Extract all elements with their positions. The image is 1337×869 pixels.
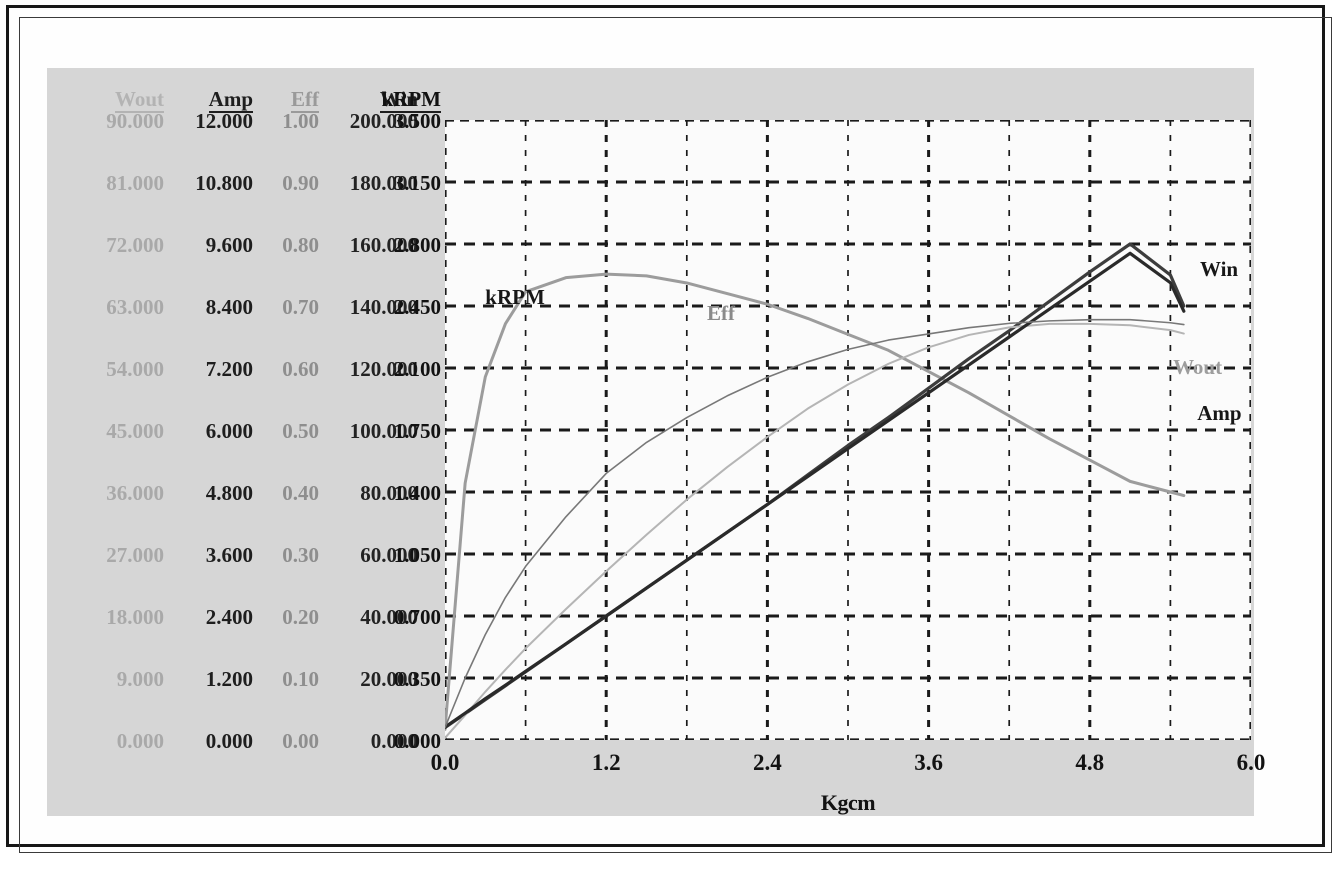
axis-table-cell: 1.750 bbox=[393, 419, 441, 443]
axis-table-cell: 3.500 bbox=[393, 109, 441, 133]
axis-table-header-win: Win bbox=[322, 87, 418, 113]
axis-table-cell: 2.450 bbox=[393, 295, 441, 319]
axis-table-cell: 0.00 bbox=[282, 729, 319, 753]
axis-table-cell: 180.000 bbox=[349, 171, 418, 195]
axis-table-cell: 100.000 bbox=[349, 419, 418, 443]
axis-table-cell: 160.000 bbox=[349, 233, 418, 257]
axis-table-cell: 36.000 bbox=[106, 481, 164, 505]
axis-table-cell: 0.90 bbox=[282, 171, 319, 195]
axis-table-cell: 0.30 bbox=[282, 543, 319, 567]
axis-table-cell: 0.000 bbox=[116, 729, 164, 753]
axis-table-header-krpm: kRPM bbox=[369, 87, 441, 113]
plot-svg bbox=[445, 120, 1251, 740]
axis-table-cell: 0.80 bbox=[282, 233, 319, 257]
axis-table-cell: 9.000 bbox=[116, 667, 164, 691]
axis-table-header-eff: Eff bbox=[257, 87, 319, 113]
axis-table-cell: 18.000 bbox=[106, 605, 164, 629]
axis-table-cell: 1.050 bbox=[393, 543, 441, 567]
axis-table-cell: 60.000 bbox=[360, 543, 418, 567]
axis-table-cell: 0.40 bbox=[282, 481, 319, 505]
axis-table-cell: 140.000 bbox=[349, 295, 418, 319]
axis-table-cell: 90.000 bbox=[106, 109, 164, 133]
axis-value-table: Wout Amp Eff Win kRPM 90.000 12.000 1.00 200.000… bbox=[47, 68, 445, 758]
axis-table-cell: 0.000 bbox=[393, 729, 441, 753]
axis-table-cell: 27.000 bbox=[106, 543, 164, 567]
axis-table-cell: 80.000 bbox=[360, 481, 418, 505]
axis-table-cell: 20.000 bbox=[360, 667, 418, 691]
axis-table-header-label: Wout bbox=[114, 87, 164, 113]
axis-table-cell: 12.000 bbox=[195, 109, 253, 133]
x-tick-label: 1.2 bbox=[591, 750, 621, 775]
axis-table-cell: 8.400 bbox=[205, 295, 253, 319]
x-axis-title-text: Kgcm bbox=[820, 790, 876, 815]
axis-table-header-amp: Amp bbox=[167, 87, 253, 113]
plot-area bbox=[445, 120, 1251, 740]
inner-frame bbox=[19, 17, 1332, 853]
axis-table-cell: 200.000 bbox=[349, 109, 418, 133]
series-line-eff bbox=[445, 318, 1185, 729]
axis-table-cell: 0.50 bbox=[282, 419, 319, 443]
axis-table-cell: 3.600 bbox=[205, 543, 253, 567]
series-label-wout: Wout bbox=[1173, 354, 1223, 379]
axis-table-cell: 40.000 bbox=[360, 605, 418, 629]
axis-table-cell: 0.000 bbox=[205, 729, 253, 753]
axis-table-cell: 2.100 bbox=[393, 357, 441, 381]
series-label-krpm: kRPM bbox=[485, 284, 545, 309]
axis-table-cell: 45.000 bbox=[106, 419, 164, 443]
axis-table-header-label: Amp bbox=[208, 87, 253, 113]
axis-table-cell: 1.400 bbox=[393, 481, 441, 505]
axis-table-cell: 0.10 bbox=[282, 667, 319, 691]
axis-table-cell: 6.000 bbox=[205, 419, 253, 443]
axis-table-cell: 1.00 bbox=[282, 109, 319, 133]
axis-table-cell: 2.800 bbox=[393, 233, 441, 257]
x-tick-label: 6.0 bbox=[1236, 750, 1266, 775]
series-label-amp: Amp bbox=[1197, 401, 1242, 426]
axis-table-cell: 0.700 bbox=[393, 605, 441, 629]
axis-table-cell: 120.000 bbox=[349, 357, 418, 381]
series-line-win bbox=[445, 242, 1186, 730]
axis-table-cell: 4.800 bbox=[205, 481, 253, 505]
axis-table-cell: 63.000 bbox=[106, 295, 164, 319]
axis-table-cell: 1.200 bbox=[205, 667, 253, 691]
axis-table-cell: 9.600 bbox=[205, 233, 253, 257]
axis-table-header-label: Eff bbox=[291, 87, 319, 113]
x-tick-label: 4.8 bbox=[1075, 750, 1105, 775]
x-tick-label: 2.4 bbox=[753, 750, 782, 775]
axis-table-header-label: kRPM bbox=[381, 87, 441, 113]
series-label-win: Win bbox=[1199, 256, 1239, 281]
axis-table-header-wout: Wout bbox=[69, 87, 164, 113]
axis-table-cell: 0.20 bbox=[282, 605, 319, 629]
axis-table-cell: 10.800 bbox=[195, 171, 253, 195]
x-axis-title: Kgcm bbox=[245, 790, 1337, 816]
axis-table-cell: 0.350 bbox=[393, 667, 441, 691]
axis-table-cell: 54.000 bbox=[106, 357, 164, 381]
axis-table-cell: 2.400 bbox=[205, 605, 253, 629]
axis-table-cell: 3.150 bbox=[393, 171, 441, 195]
axis-table-cell: 72.000 bbox=[106, 233, 164, 257]
axis-table-cell: 7.200 bbox=[205, 357, 253, 381]
series-label-eff: Eff bbox=[706, 301, 735, 326]
x-tick-label: 0.0 bbox=[430, 750, 460, 775]
series-line-amp bbox=[445, 251, 1186, 729]
series-line-wout bbox=[445, 322, 1185, 739]
axis-table-header-label: Win bbox=[379, 87, 418, 113]
axis-table-cell: 0.70 bbox=[282, 295, 319, 319]
chart-panel: Wout Amp Eff Win kRPM 90.000 12.000 1.00 200.000… bbox=[47, 68, 1265, 816]
axis-table-cell: 0.000 bbox=[370, 729, 418, 753]
axis-table-cell: 0.60 bbox=[282, 357, 319, 381]
series-line-krpm bbox=[445, 272, 1186, 731]
axis-table-cell: 81.000 bbox=[106, 171, 164, 195]
x-tick-label: 3.6 bbox=[914, 750, 943, 775]
